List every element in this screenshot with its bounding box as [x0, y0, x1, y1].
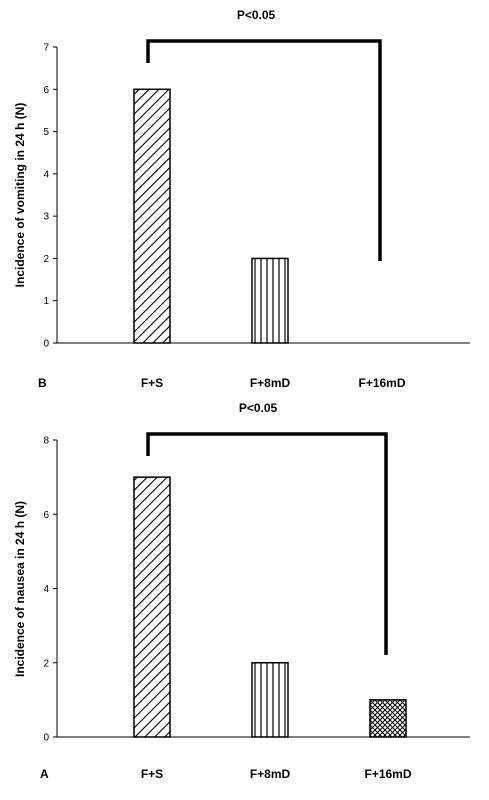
- y-tick-label: 5: [43, 127, 49, 138]
- chart-vomiting: 0 1 2 3 4 5 6 7 F+S F+8mD F+16mD B P<0.05 Incidenc…: [13, 8, 470, 390]
- bar-f-8md: [251, 662, 289, 738]
- y-tick-label: 2: [43, 254, 49, 265]
- bar-f-s: [133, 88, 171, 344]
- significance-label: P<0.05: [239, 401, 278, 415]
- y-tick-label: 2: [43, 658, 49, 669]
- bar-f-8md: [251, 257, 289, 344]
- y-tick-label: 7: [43, 43, 49, 54]
- bar-f-s: [133, 476, 171, 738]
- y-tick-label: 8: [43, 436, 49, 447]
- y-tick-label: 3: [43, 212, 49, 223]
- chart-nausea: 0 2 4 6 8 F+S F+8mD F+16mD A P<0.05 Incidence o…: [13, 401, 470, 781]
- bar-f-16md: [369, 699, 407, 738]
- x-category-label: F+8mD: [250, 767, 291, 781]
- y-tick-label: 4: [43, 584, 49, 595]
- significance-label: P<0.05: [237, 8, 276, 22]
- y-tick-label: 6: [43, 85, 49, 96]
- y-axis-title: Incidence of vomiting in 24 h (N): [13, 103, 27, 288]
- panel-letter: B: [38, 376, 47, 390]
- x-category-label: F+8mD: [250, 376, 291, 390]
- y-tick-label: 0: [43, 733, 49, 744]
- x-category-label: F+S: [141, 767, 163, 781]
- y-tick-label: 0: [43, 339, 49, 350]
- y-tick-label: 6: [43, 510, 49, 521]
- panel-letter: A: [40, 767, 49, 781]
- x-category-label: F+S: [141, 376, 163, 390]
- y-tick-label: 4: [43, 169, 49, 180]
- y-tick-label: 1: [43, 296, 49, 307]
- x-category-label: F+16mD: [364, 767, 411, 781]
- x-category-label: F+16mD: [358, 376, 405, 390]
- y-axis-title: Incidence of nausea in 24 h (N): [13, 501, 27, 677]
- significance-bracket: [146, 39, 382, 261]
- significance-bracket: [146, 432, 388, 655]
